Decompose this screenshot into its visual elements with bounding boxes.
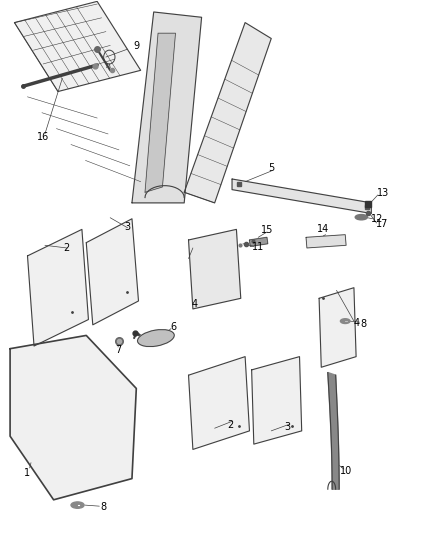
Text: 8: 8	[101, 502, 107, 512]
Ellipse shape	[340, 319, 350, 324]
Polygon shape	[306, 235, 346, 248]
Polygon shape	[319, 288, 356, 367]
Ellipse shape	[355, 215, 367, 220]
Polygon shape	[145, 33, 176, 192]
Text: 12: 12	[371, 214, 383, 224]
Polygon shape	[232, 179, 371, 214]
Text: 15: 15	[261, 225, 273, 236]
Polygon shape	[328, 373, 339, 489]
Text: 13: 13	[377, 188, 389, 198]
Text: 6: 6	[170, 322, 177, 333]
Text: 2: 2	[64, 243, 70, 253]
Text: 11: 11	[252, 242, 264, 252]
Text: 1: 1	[25, 469, 31, 478]
Text: 4: 4	[192, 298, 198, 309]
Text: 9: 9	[133, 42, 139, 52]
Ellipse shape	[71, 502, 84, 508]
Polygon shape	[28, 229, 88, 346]
Polygon shape	[188, 229, 241, 309]
Polygon shape	[10, 335, 136, 500]
Polygon shape	[86, 219, 138, 325]
Text: 7: 7	[115, 345, 121, 355]
Text: 3: 3	[124, 222, 131, 232]
Polygon shape	[132, 12, 201, 203]
Text: 14: 14	[317, 224, 328, 235]
Text: 4: 4	[354, 318, 360, 328]
Polygon shape	[188, 357, 250, 449]
Polygon shape	[184, 22, 271, 203]
Text: 17: 17	[376, 219, 388, 229]
Text: 5: 5	[268, 164, 274, 173]
Text: 3: 3	[285, 422, 291, 432]
Ellipse shape	[138, 329, 174, 346]
Polygon shape	[252, 357, 302, 444]
Text: 16: 16	[37, 132, 49, 142]
Polygon shape	[14, 2, 141, 92]
Text: 8: 8	[360, 319, 367, 329]
Polygon shape	[250, 237, 268, 246]
Text: 10: 10	[340, 466, 353, 475]
Text: 2: 2	[228, 419, 234, 430]
